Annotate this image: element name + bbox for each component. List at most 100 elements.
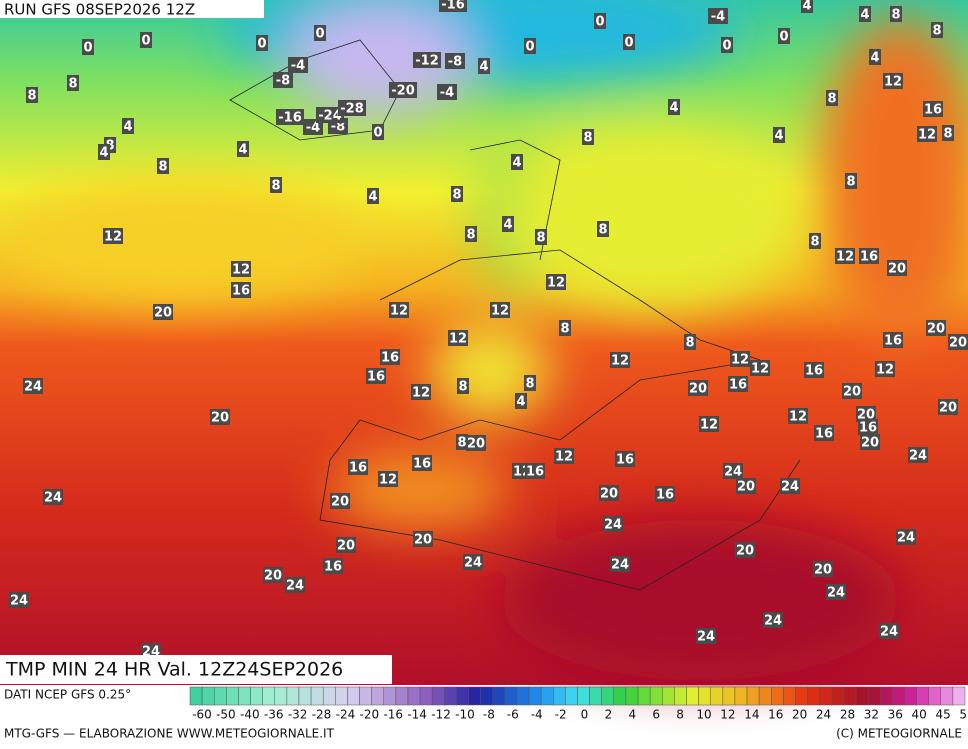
label-box — [554, 448, 574, 464]
scale-swatch — [201, 686, 215, 706]
contour-label: 16 — [367, 370, 385, 385]
scale-swatch — [480, 686, 493, 706]
scale-swatch — [189, 686, 203, 706]
scale-swatch — [601, 686, 615, 706]
scale-label: 55 — [959, 708, 968, 722]
scale-label: 10 — [696, 708, 711, 722]
contour-label: 0 — [595, 15, 604, 30]
contour-label: 12 — [555, 450, 573, 465]
scale-swatch — [238, 686, 251, 706]
contour-label: 4 — [774, 129, 783, 144]
run-label: RUN GFS 08SEP2026 12Z — [4, 1, 195, 19]
scale-swatch — [395, 686, 409, 706]
contour-label: -24 — [318, 109, 342, 124]
label-box — [688, 380, 708, 396]
scale-label: -36 — [264, 708, 284, 722]
scale-swatch — [528, 686, 542, 706]
label-box — [883, 332, 903, 348]
label-box — [525, 463, 545, 479]
label-box — [750, 360, 770, 376]
label-box — [931, 22, 943, 38]
contour-label: 20 — [949, 336, 967, 351]
contour-label: 16 — [526, 465, 544, 480]
label-box — [814, 425, 834, 441]
contour-label: -4 — [711, 10, 725, 25]
contour-label: 24 — [880, 625, 898, 640]
scale-label: 2 — [605, 708, 613, 722]
label-box — [457, 378, 469, 394]
scale-swatch — [213, 686, 227, 706]
scale-swatch — [674, 686, 687, 706]
scale-label: 4 — [628, 708, 636, 722]
contour-label: 20 — [927, 322, 945, 337]
contour-label: 8 — [598, 223, 607, 238]
contour-label: 24 — [764, 614, 782, 629]
contour-label: 12 — [491, 304, 509, 319]
scale-swatch — [698, 686, 711, 706]
contour-label: -16 — [441, 0, 465, 13]
scale-swatch — [540, 686, 554, 706]
contour-label: 0 — [257, 37, 266, 52]
scale-label: 36 — [888, 708, 903, 722]
contour-label: 20 — [814, 563, 832, 578]
label-box — [338, 100, 366, 116]
label-box — [603, 516, 623, 532]
scale-swatch — [819, 686, 833, 706]
scale-swatch — [649, 686, 663, 706]
label-box — [336, 537, 356, 553]
label-box — [735, 542, 755, 558]
scale-swatch — [407, 686, 421, 706]
scale-swatch — [322, 686, 336, 706]
label-box — [366, 368, 386, 384]
contour-label: 20 — [843, 385, 861, 400]
scale-swatch — [879, 686, 893, 706]
label-box — [594, 13, 606, 29]
contour-label: 20 — [689, 382, 707, 397]
label-box — [237, 141, 249, 157]
contour-label: 20 — [154, 306, 172, 321]
scale-swatch — [577, 686, 590, 706]
contour-label: 20 — [600, 487, 618, 502]
label-box — [9, 592, 29, 608]
contour-label: 12 — [876, 363, 894, 378]
label-box — [288, 57, 308, 73]
label-box — [263, 567, 283, 583]
contour-label: 12 — [731, 353, 749, 368]
contour-label: 8 — [932, 24, 941, 39]
label-box — [210, 409, 230, 425]
contour-label: 4 — [368, 190, 377, 205]
label-box — [456, 434, 468, 450]
scale-swatch — [952, 686, 966, 706]
label-box — [597, 221, 609, 237]
credit-left: MTG-GFS — ELABORAZIONE WWW.METEOGIORNALE… — [4, 727, 335, 741]
contour-label: 16 — [413, 457, 431, 472]
contour-label: 16 — [729, 378, 747, 393]
label-box — [466, 435, 486, 451]
contour-label: -12 — [415, 54, 439, 69]
contour-label: 8 — [458, 380, 467, 395]
scale-swatch — [831, 686, 845, 706]
scale-swatch — [226, 686, 239, 706]
contour-label: 20 — [211, 411, 229, 426]
label-box — [98, 144, 110, 160]
map-title: TMP MIN 24 HR Val. 12Z24SEP2026 — [5, 659, 343, 681]
contour-label: 16 — [860, 250, 878, 265]
scale-swatch — [807, 686, 820, 706]
label-box — [856, 406, 876, 422]
contour-label: 0 — [722, 39, 731, 54]
contour-label: -4 — [306, 121, 320, 136]
contour-label: 8 — [560, 322, 569, 337]
label-box — [465, 226, 477, 242]
contour-label: 16 — [381, 351, 399, 366]
contour-label: -8 — [276, 74, 290, 89]
contour-label: 24 — [697, 630, 715, 645]
contour-label: 20 — [414, 533, 432, 548]
contour-label: 0 — [83, 41, 92, 56]
contour-label: 24 — [604, 518, 622, 533]
label-box — [860, 434, 880, 450]
label-box — [316, 107, 344, 123]
contour-label: 4 — [512, 156, 521, 171]
contour-label: 4 — [479, 60, 488, 75]
scale-swatch — [286, 686, 300, 706]
contour-label: 24 — [897, 531, 915, 546]
